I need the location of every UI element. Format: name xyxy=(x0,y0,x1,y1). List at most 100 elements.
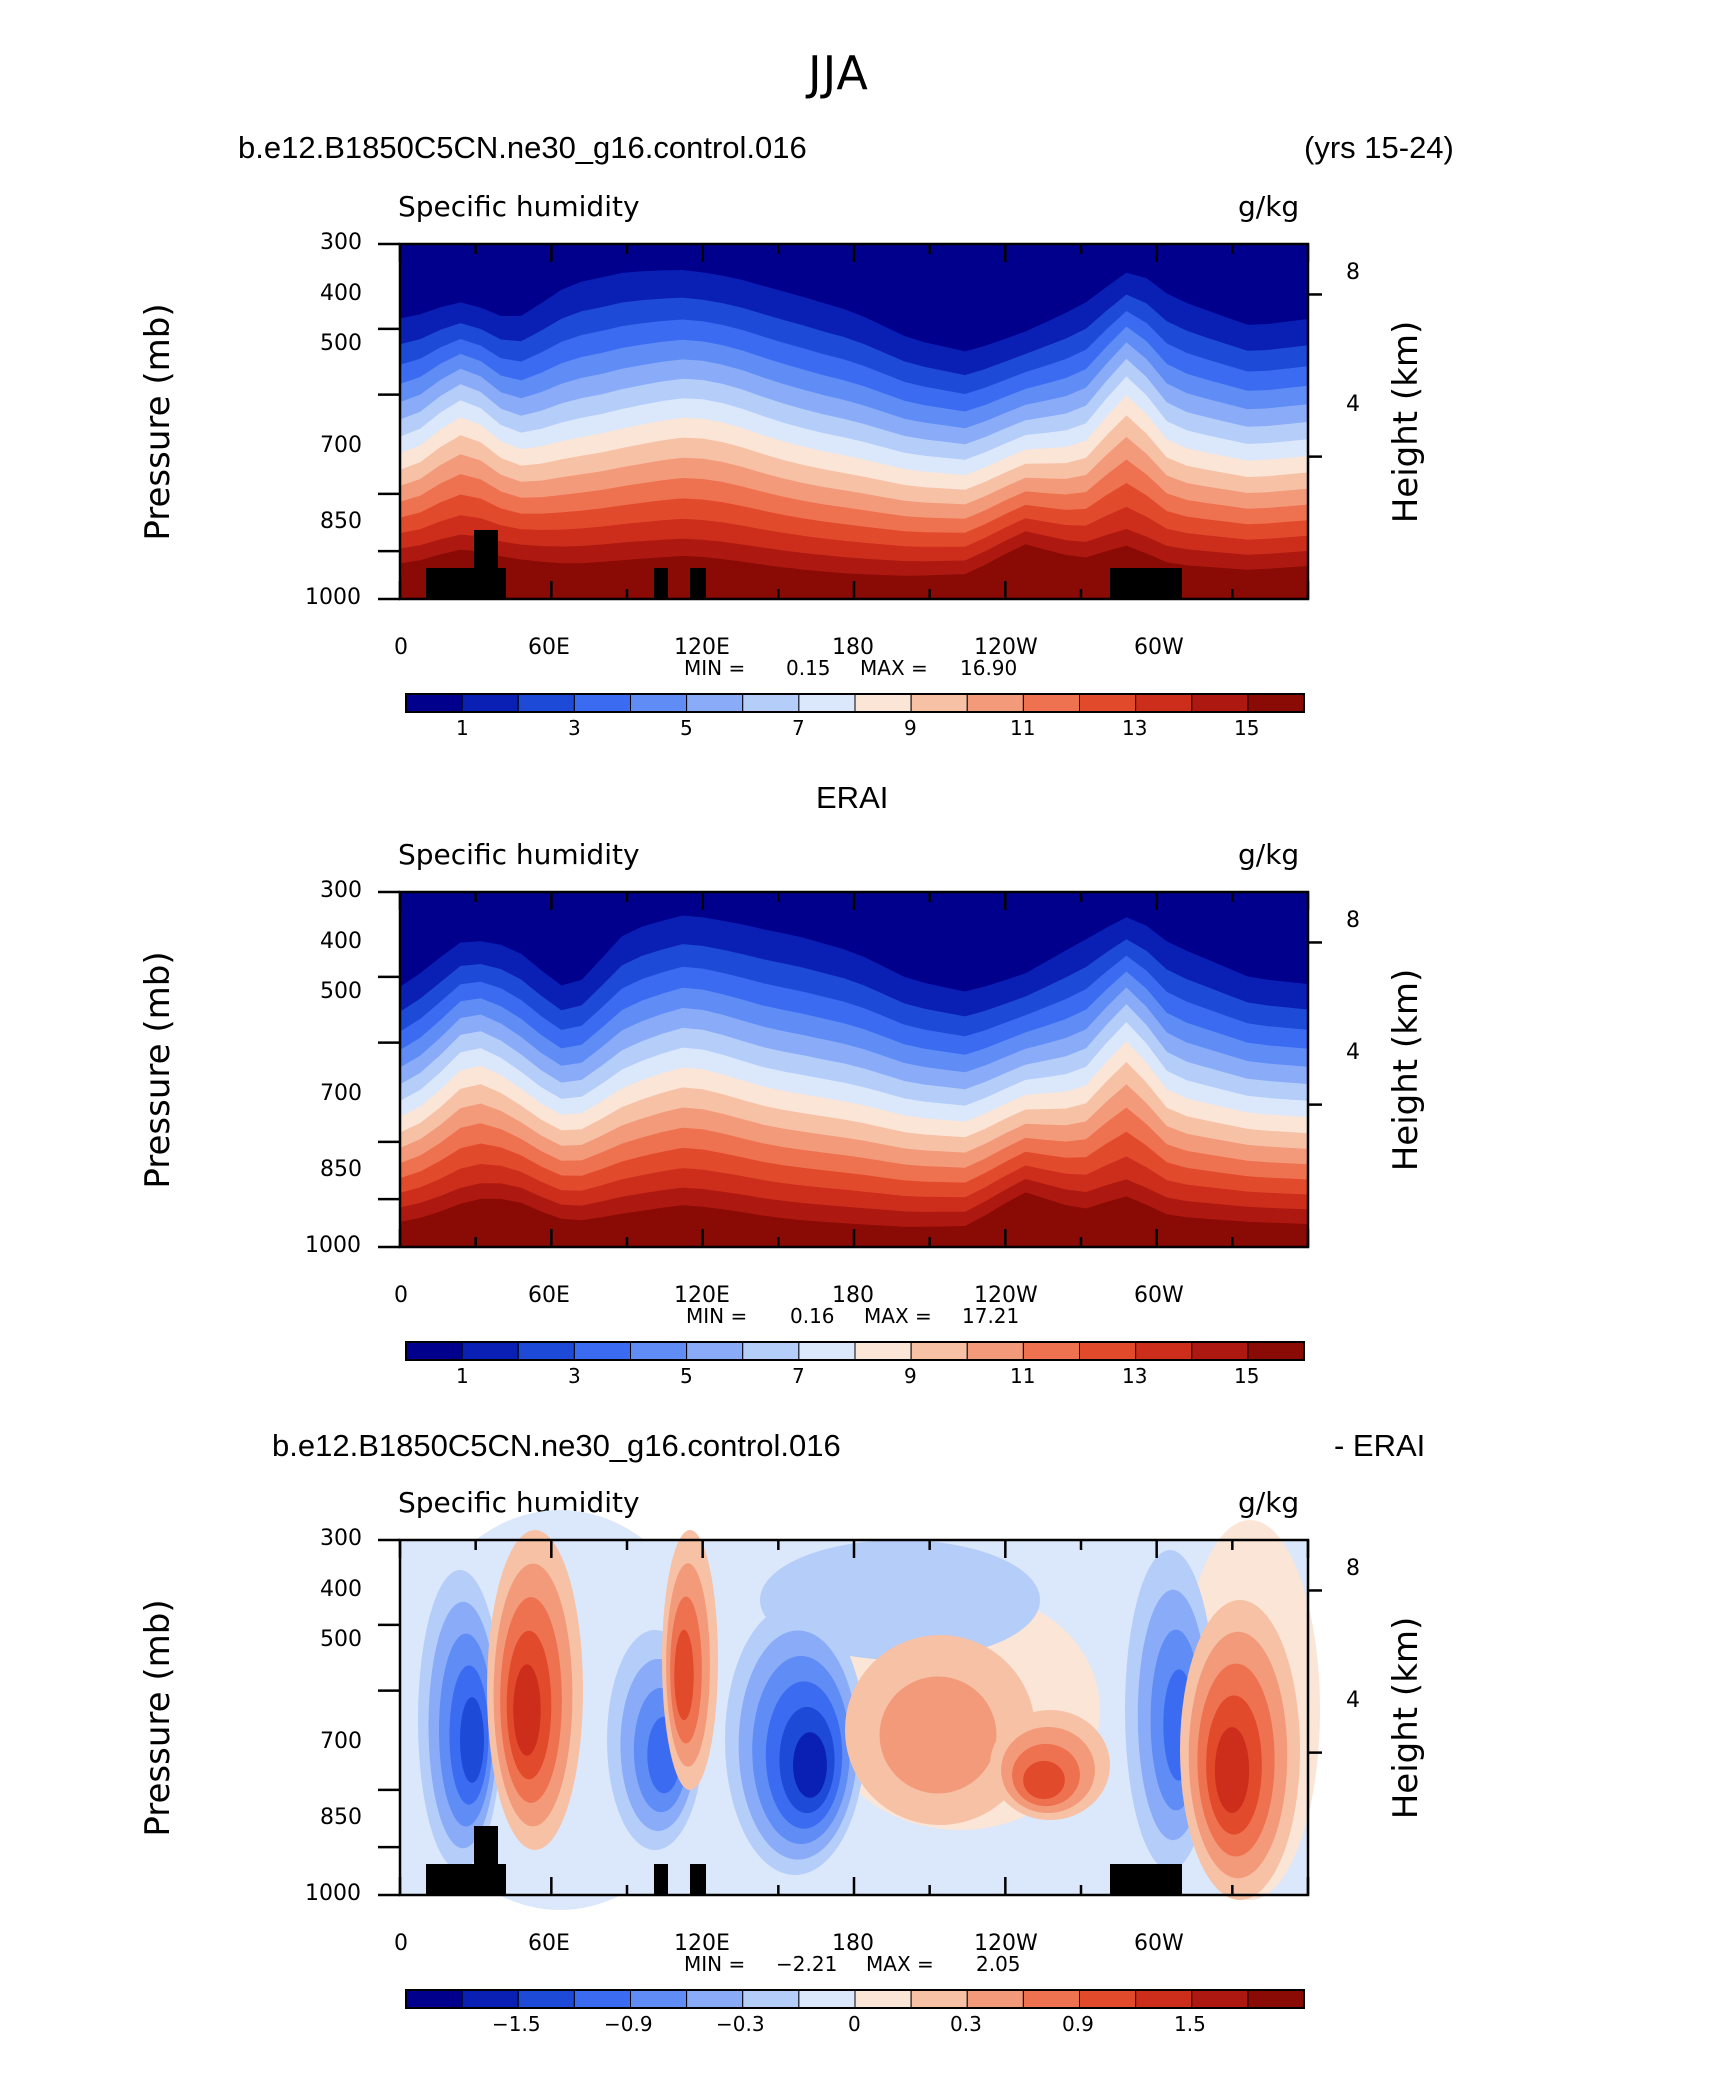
panel-3-plot xyxy=(378,1510,1322,1910)
colorbar-label: 11 xyxy=(1010,716,1036,740)
pressure-tick: 850 xyxy=(320,1805,362,1830)
panel-3-min-label: MIN = xyxy=(684,1952,746,1976)
lon-tick: 60E xyxy=(528,1931,570,1956)
colorbar-swatch xyxy=(461,1989,519,2009)
colorbar-swatch xyxy=(573,1989,631,2009)
colorbar-label: 0 xyxy=(848,2012,861,2036)
contour-band xyxy=(879,1676,997,1794)
panel-1-colorbar xyxy=(405,693,1305,713)
colorbar-swatch xyxy=(686,693,744,713)
panel-3-min-value: −2.21 xyxy=(776,1952,838,1976)
colorbar-label: 13 xyxy=(1122,716,1148,740)
colorbar-swatch xyxy=(1247,693,1305,713)
colorbar-swatch xyxy=(1191,693,1249,713)
lon-tick: 120W xyxy=(974,1931,1038,1956)
colorbar-label: 11 xyxy=(1010,1364,1036,1388)
panel-1-ylabel-left: Pressure (mb) xyxy=(138,303,178,541)
colorbar-label: −1.5 xyxy=(492,2012,541,2036)
colorbar-swatch xyxy=(966,693,1024,713)
colorbar-swatch xyxy=(854,693,912,713)
colorbar-label: 0.3 xyxy=(950,2012,982,2036)
panel-2-units-label: g/kg xyxy=(1238,838,1300,871)
colorbar-swatch xyxy=(461,693,519,713)
panel-3-max-label: MAX = xyxy=(866,1952,934,1976)
lon-tick: 180 xyxy=(832,1931,874,1956)
colorbar-swatch xyxy=(1079,693,1137,713)
lon-tick: 120W xyxy=(974,635,1038,660)
colorbar-label: 7 xyxy=(792,716,805,740)
colorbar-swatch xyxy=(1022,1989,1080,2009)
colorbar-label: 1 xyxy=(456,716,469,740)
colorbar-frame xyxy=(405,1341,1305,1361)
page-title: JJA xyxy=(808,46,869,100)
pressure-tick: 700 xyxy=(320,1729,362,1754)
colorbar-label: 5 xyxy=(680,716,693,740)
topography-block xyxy=(474,530,498,599)
panel-3-max-value: 2.05 xyxy=(976,1952,1021,1976)
pressure-tick: 1000 xyxy=(305,1881,361,1906)
lon-tick: 0 xyxy=(394,1931,408,1956)
colorbar-swatch xyxy=(461,1341,519,1361)
contour-band xyxy=(1023,1760,1065,1800)
colorbar-swatch xyxy=(1191,1341,1249,1361)
colorbar-swatch xyxy=(910,693,968,713)
colorbar-frame xyxy=(405,1989,1305,2009)
topography-block xyxy=(1110,1864,1182,1895)
contour-band xyxy=(460,1697,484,1783)
colorbar-label: 1 xyxy=(456,1364,469,1388)
panel-1-plot xyxy=(378,242,1322,601)
colorbar-swatch xyxy=(517,693,575,713)
colorbar-swatch xyxy=(1247,1341,1305,1361)
colorbar-label: 7 xyxy=(792,1364,805,1388)
panel-3-variable-label: Specific humidity xyxy=(398,1486,640,1519)
colorbar-swatch xyxy=(1022,1341,1080,1361)
colorbar-swatch xyxy=(517,1341,575,1361)
pressure-tick: 500 xyxy=(320,979,362,1004)
panel-1-min-value: 0.15 xyxy=(786,656,831,680)
colorbar-swatch xyxy=(966,1989,1024,2009)
pressure-tick: 400 xyxy=(320,929,362,954)
colorbar-swatch xyxy=(1135,693,1193,713)
panel-2-variable-label: Specific humidity xyxy=(398,838,640,871)
panel-2-plot xyxy=(378,890,1322,1249)
colorbar-label: 15 xyxy=(1234,716,1260,740)
colorbar-swatch xyxy=(573,693,631,713)
topography-block xyxy=(654,1864,668,1895)
lon-tick: 180 xyxy=(832,1283,874,1308)
pressure-tick: 1000 xyxy=(305,585,361,610)
contour-band xyxy=(400,892,1308,992)
topography-block xyxy=(474,1826,498,1895)
colorbar-swatch xyxy=(1191,1989,1249,2009)
colorbar-swatch xyxy=(686,1341,744,1361)
contour-band xyxy=(1214,1727,1250,1813)
panel-1-ylabel-right: Height (km) xyxy=(1386,320,1426,524)
panel-2-min-label: MIN = xyxy=(686,1304,748,1328)
contour-band xyxy=(674,1629,694,1721)
pressure-tick: 850 xyxy=(320,1157,362,1182)
panel-1-variable-label: Specific humidity xyxy=(398,190,640,223)
colorbar-label: 9 xyxy=(904,716,917,740)
pressure-tick: 300 xyxy=(320,878,362,903)
colorbar-swatch xyxy=(854,1989,912,2009)
pressure-tick: 850 xyxy=(320,509,362,534)
panel-3-units-label: g/kg xyxy=(1238,1486,1300,1519)
panel-2-min-value: 0.16 xyxy=(790,1304,835,1328)
contour-band xyxy=(793,1732,827,1798)
colorbar-swatch xyxy=(1247,1989,1305,2009)
panel-2-max-label: MAX = xyxy=(864,1304,932,1328)
pressure-tick: 500 xyxy=(320,331,362,356)
height-tick: 8 xyxy=(1346,1556,1360,1581)
colorbar-swatch xyxy=(742,693,800,713)
colorbar-swatch xyxy=(1079,1989,1137,2009)
panel-3-colorbar xyxy=(405,1989,1305,2009)
panel-1-min-label: MIN = xyxy=(684,656,746,680)
colorbar-label: 15 xyxy=(1234,1364,1260,1388)
colorbar-label: 9 xyxy=(904,1364,917,1388)
colorbar-frame xyxy=(405,693,1305,713)
pressure-tick: 300 xyxy=(320,1526,362,1551)
panel-1-max-value: 16.90 xyxy=(960,656,1018,680)
pressure-tick: 300 xyxy=(320,230,362,255)
panel-1-units-label: g/kg xyxy=(1238,190,1300,223)
colorbar-swatch xyxy=(405,1989,463,2009)
pressure-tick: 500 xyxy=(320,1627,362,1652)
